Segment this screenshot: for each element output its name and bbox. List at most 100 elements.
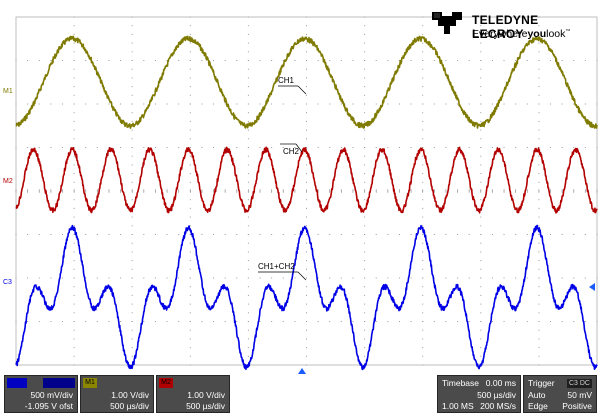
grid-dot: [131, 86, 133, 88]
grid-dot: [131, 347, 133, 349]
grid-dot: [364, 68, 366, 70]
grid-dot: [422, 86, 424, 88]
grid-dot: [340, 103, 342, 105]
grid-dot: [480, 129, 482, 131]
grid-dot: [480, 173, 482, 175]
channel-m1-box[interactable]: M1 1.00 V/div 500 µs/div: [80, 375, 154, 413]
ch2-trace: [15, 146, 598, 214]
grid-dot: [282, 147, 284, 148]
channel-c1-box[interactable]: 500 mV/div -1.095 V ofst: [4, 375, 78, 413]
grid-dot: [491, 147, 493, 148]
grid-dot: [61, 234, 63, 235]
grid-dot: [247, 33, 249, 35]
grid-dot: [131, 33, 133, 35]
waveform-traces: [15, 35, 598, 371]
c3-marker[interactable]: C3: [3, 279, 12, 286]
grid-dot: [131, 286, 133, 288]
grid-dot: [538, 338, 540, 340]
grid-dot: [352, 321, 354, 322]
grid-dot: [364, 225, 366, 227]
grid-dot: [491, 103, 493, 105]
grid-dot: [201, 234, 203, 235]
trigger-position-icon[interactable]: [298, 368, 306, 374]
grid-dot: [224, 277, 226, 279]
trigger-level-icon[interactable]: [589, 283, 595, 291]
grid-dot: [480, 155, 482, 157]
grid-dot: [247, 86, 249, 88]
grid-dot: [422, 347, 424, 349]
grid-dot: [480, 260, 482, 262]
grid-dot: [480, 294, 482, 296]
grid-dot: [480, 25, 482, 27]
grid-dot: [375, 234, 377, 235]
grid-dot: [306, 94, 307, 96]
grid-dot: [422, 329, 424, 331]
grid-dot: [364, 173, 366, 175]
grid-dot: [317, 321, 319, 322]
grid-dot: [131, 138, 133, 140]
grid-dot: [73, 120, 75, 122]
grid-dot: [306, 129, 307, 131]
grid-dot: [178, 321, 180, 322]
grid-dot: [491, 321, 493, 322]
grid-dot: [166, 277, 168, 279]
grid-dot: [120, 147, 122, 148]
grid-dot: [364, 355, 366, 357]
grid-dot: [131, 68, 133, 70]
grid-dot: [538, 260, 540, 262]
grid-dot: [538, 268, 540, 270]
grid-dot: [306, 199, 307, 201]
grid-dot: [189, 364, 191, 366]
grid-dot: [15, 103, 17, 105]
grid-dot: [73, 312, 75, 314]
grid-dot: [515, 234, 517, 235]
grid-dot: [213, 277, 215, 279]
ch2-leader: [295, 143, 303, 153]
grid-dot: [503, 277, 505, 279]
grid-dot: [596, 234, 598, 235]
grid-dot: [352, 60, 354, 61]
m2-marker[interactable]: M2: [3, 178, 13, 185]
grid-dot: [247, 138, 249, 140]
grid-dot: [480, 51, 482, 53]
grid-dot: [189, 312, 191, 314]
grid-dot: [120, 321, 122, 322]
m1-marker[interactable]: M1: [3, 88, 13, 95]
grid-dot: [538, 225, 540, 227]
timebase-box[interactable]: Timebase 0.00 ms 500 µs/div 1.00 MS 200 …: [437, 375, 521, 413]
grid-dot: [247, 294, 249, 296]
grid-dot: [573, 321, 575, 322]
grid-dot: [131, 321, 133, 322]
grid-dot: [538, 120, 540, 122]
grid-dot: [189, 181, 191, 183]
grid-dot: [422, 16, 424, 18]
grid-dot: [317, 277, 319, 279]
grid-dot: [503, 321, 505, 322]
grid-dot: [306, 338, 307, 340]
grid-dot: [189, 303, 191, 305]
grid-dot: [515, 60, 517, 61]
channel-m2-box[interactable]: M2 1.00 V/div 500 µs/div: [156, 375, 230, 413]
grid-dot: [306, 286, 307, 288]
grid-dot: [96, 321, 98, 322]
brand-name: TELEDYNE LECROY: [472, 13, 539, 41]
grid-dot: [189, 103, 191, 105]
grid-dot: [584, 321, 586, 322]
grid-dot: [73, 138, 75, 140]
grid-dot: [538, 42, 540, 44]
grid-dot: [236, 234, 238, 235]
grid-dot: [247, 112, 249, 114]
grid-dot: [364, 312, 366, 314]
grid-dot: [538, 321, 540, 322]
grid-dot: [538, 138, 540, 140]
grid-dot: [213, 234, 215, 235]
grid-dot: [329, 321, 331, 322]
grid-dot: [224, 103, 226, 105]
grid-dot: [445, 234, 447, 235]
grid-dot: [247, 147, 249, 148]
trigger-box[interactable]: Trigger C3 DC Auto 50 mV Edge Positive: [523, 375, 597, 413]
grid-dot: [340, 321, 342, 322]
grid-dot: [247, 60, 249, 61]
grid-dot: [120, 103, 122, 105]
